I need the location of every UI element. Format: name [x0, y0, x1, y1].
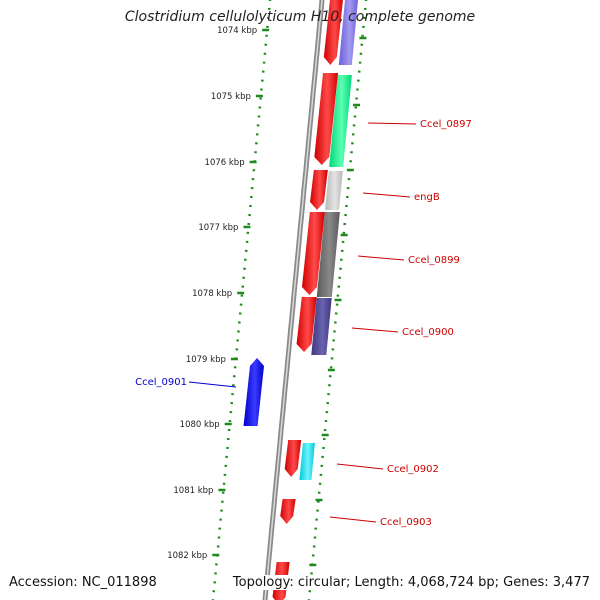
- cog-bar-ccel-0897[interactable]: [329, 75, 352, 167]
- kbp-tick-label: 1079 kbp: [186, 355, 226, 365]
- gene-arrow-engb[interactable]: [310, 170, 328, 210]
- cog-bar-ccel-0902[interactable]: [299, 443, 315, 480]
- cog-bar-engb[interactable]: [325, 171, 343, 210]
- gene-arrow-ccel-0897[interactable]: [314, 73, 339, 165]
- kbp-tick-label: 1076 kbp: [205, 158, 245, 168]
- cog-bar-ccel-0899[interactable]: [316, 212, 340, 297]
- gene-label-ccel-0899[interactable]: Ccel_0899: [408, 255, 460, 266]
- gene-arrow-ccel-0903[interactable]: [280, 499, 296, 524]
- accession-label: Accession: NC_011898: [9, 575, 157, 590]
- gene-arrow-forward[interactable]: [323, 0, 344, 65]
- gene-arrow-ccel-0901[interactable]: [243, 358, 264, 426]
- leader-line-ccel-0899: [357, 255, 405, 261]
- genome-title: Clostridium cellulolyticum H10, complete…: [124, 9, 476, 25]
- leader-line-ccel-0901: [188, 381, 237, 388]
- gene-label-ccel-0901[interactable]: Ccel_0901: [135, 377, 187, 388]
- leader-line-ccel-0902: [336, 463, 384, 470]
- kbp-tick-label: 1078 kbp: [192, 289, 232, 299]
- leader-line-ccel-0903: [329, 516, 377, 523]
- kbp-tick-label: 1081 kbp: [173, 486, 213, 496]
- backbone-highlight: [264, 0, 323, 600]
- reverse-strand-dotted-guide: [211, 0, 272, 600]
- leader-line-ccel-0900: [351, 327, 399, 333]
- gene-arrow-ccel-0900[interactable]: [296, 297, 317, 352]
- gene-label-ccel-0903[interactable]: Ccel_0903: [380, 517, 432, 528]
- gene-arrow-ccel-0902[interactable]: [284, 440, 302, 477]
- gene-arrow-ccel-0899[interactable]: [301, 212, 325, 295]
- leader-line-ccel-0897: [367, 122, 417, 125]
- kbp-tick-label: 1075 kbp: [211, 92, 251, 102]
- gene-label-ccel-0902[interactable]: Ccel_0902: [387, 464, 439, 475]
- gene-label-ccel-0897[interactable]: Ccel_0897: [420, 119, 472, 130]
- leader-line-engb: [362, 192, 411, 198]
- gene-label-engb[interactable]: engB: [414, 192, 440, 203]
- kbp-tick-label: 1080 kbp: [180, 420, 220, 430]
- topology-label: Topology: circular; Length: 4,068,724 bp…: [229, 575, 590, 590]
- cog-bar-ccel-0900[interactable]: [311, 298, 332, 355]
- kbp-tick-label: 1074 kbp: [217, 26, 257, 36]
- kbp-tick-label: 1077 kbp: [198, 223, 238, 233]
- gene-label-ccel-0900[interactable]: Ccel_0900: [402, 327, 454, 338]
- kbp-tick-label: 1082 kbp: [167, 551, 207, 561]
- cog-bar[interactable]: [338, 0, 359, 65]
